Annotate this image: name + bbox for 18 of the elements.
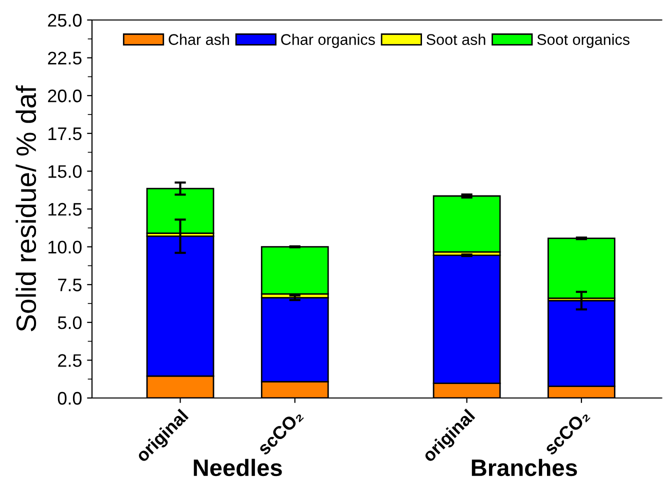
text: Branches <box>472 458 577 476</box>
y-tick-label: 20.0 <box>48 90 82 102</box>
y-tick-label: 25.0 <box>48 14 82 27</box>
legend-label: Soot ash <box>426 34 486 45</box>
text: Needles <box>194 458 282 476</box>
legend-label: Char organics <box>281 34 375 48</box>
y-tick-label: 17.5 <box>48 128 82 140</box>
y-tick-label: 22.5 <box>48 52 82 65</box>
y-tick-label: 0.0 <box>58 392 82 405</box>
y-tick-label: 10.0 <box>48 240 82 254</box>
y-tick-label: 12.5 <box>48 202 82 216</box>
y-tick-label: 5.0 <box>58 316 82 330</box>
y-tick-label: 15.0 <box>48 165 82 178</box>
legend-label: Soot organics <box>537 34 630 48</box>
y-tick-label: 7.5 <box>58 278 82 292</box>
y-tick-label: 2.5 <box>58 354 82 367</box>
y-axis-title: Solid residue/ % daf <box>16 85 36 332</box>
legend-label: Char ash <box>168 34 229 45</box>
